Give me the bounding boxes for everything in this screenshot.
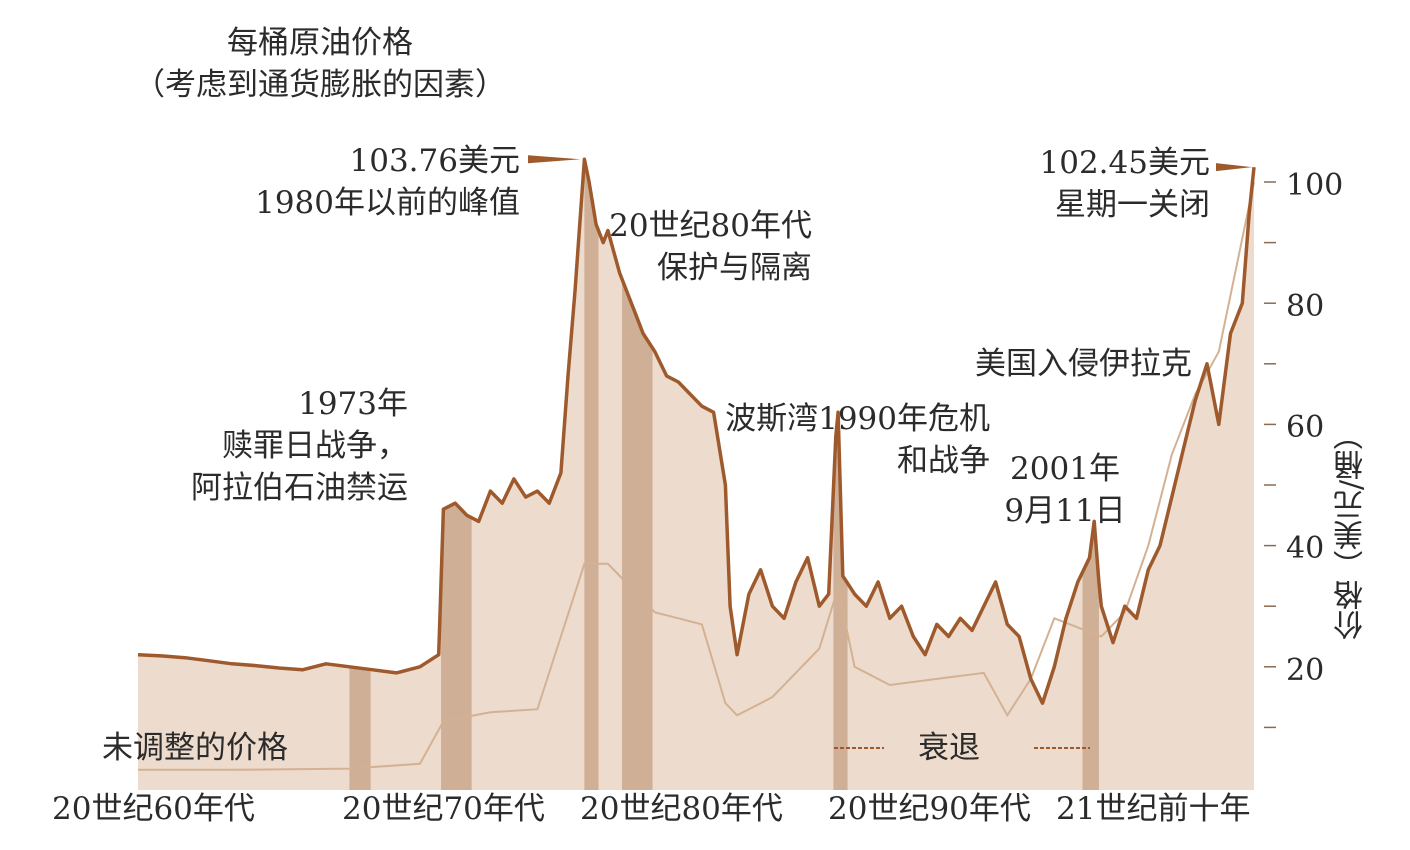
adjusted-price-line [137, 157, 1256, 705]
annotation-1980s-protection-line2: 保护与隔离 [657, 250, 812, 286]
y-tick-60: 60 [1286, 410, 1325, 445]
annotation-gulf-crisis-line1: 波斯湾1990年危机 [725, 401, 990, 437]
annotation-unadjusted: 未调整的价格 [102, 730, 288, 766]
annotation-1973-war-line3: 阿拉伯石油禁运 [191, 470, 408, 506]
leader-1980-peak [528, 155, 581, 164]
chart-title: 每桶原油价格 [227, 25, 413, 61]
unadjusted-price-path [138, 181, 1255, 771]
annotation-gulf-crisis: 波斯湾1990年危机 和战争 [700, 398, 990, 482]
annotation-911: 2001年 9月11日 [990, 448, 1140, 532]
decade-label-1960s: 20世纪60年代 [52, 791, 255, 827]
annotation-iraq-invasion: 美国入侵伊拉克 [975, 346, 1192, 382]
annotation-1980s-protection-line1: 20世纪80年代 [609, 208, 812, 244]
annotation-911-line2: 9月11日 [1004, 493, 1126, 529]
annotation-1973-war-line1: 1973年 [298, 386, 408, 422]
adjusted-price-path [137, 157, 1256, 705]
annotation-gulf-crisis-line2: 和战争 [897, 443, 990, 479]
decade-label-2000s: 21世纪前十年 [1056, 791, 1251, 827]
recession-bands [138, 0, 1254, 790]
annotation-1973-war-line2: 赎罪日战争， [222, 428, 408, 464]
annotation-2008-close: 102.45美元 星期一关闭 [990, 142, 1210, 226]
y-axis-label: 价格（美元/桶） [1334, 419, 1369, 640]
y-tick-80: 80 [1286, 289, 1325, 324]
recession-mask [138, 0, 1254, 704]
y-tick-20: 20 [1286, 653, 1325, 688]
price-area-fill [138, 159, 1254, 790]
annotation-2008-close-line2: 星期一关闭 [1055, 187, 1210, 223]
annotation-2008-close-line1: 102.45美元 [1039, 145, 1210, 181]
y-axis [1264, 181, 1276, 729]
decade-label-1980s: 20世纪80年代 [580, 791, 783, 827]
price-area [138, 159, 1254, 790]
annotation-leaders [528, 155, 1252, 749]
chart-subtitle: （考虑到通货膨胀的因素） [134, 67, 506, 103]
y-tick-100: 100 [1286, 168, 1344, 203]
annotation-1980-peak: 103.76美元 1980年以前的峰值 [160, 140, 520, 224]
recession-band-2 [584, 130, 599, 790]
decade-label-1970s: 20世纪70年代 [342, 791, 545, 827]
legend-recession: 衰退 [918, 730, 980, 766]
annotation-1980-peak-line1: 103.76美元 [349, 143, 520, 179]
decade-label-1990s: 20世纪90年代 [828, 791, 1031, 827]
annotation-1973-war: 1973年 赎罪日战争， 阿拉伯石油禁运 [120, 383, 408, 509]
annotation-1980s-protection: 20世纪80年代 保护与隔离 [560, 205, 812, 289]
leader-2008-close [1216, 163, 1252, 172]
annotation-911-line1: 2001年 [1010, 451, 1120, 487]
unadjusted-price-line [138, 181, 1255, 771]
y-tick-40: 40 [1286, 531, 1325, 566]
annotation-1980-peak-line2: 1980年以前的峰值 [255, 185, 520, 221]
